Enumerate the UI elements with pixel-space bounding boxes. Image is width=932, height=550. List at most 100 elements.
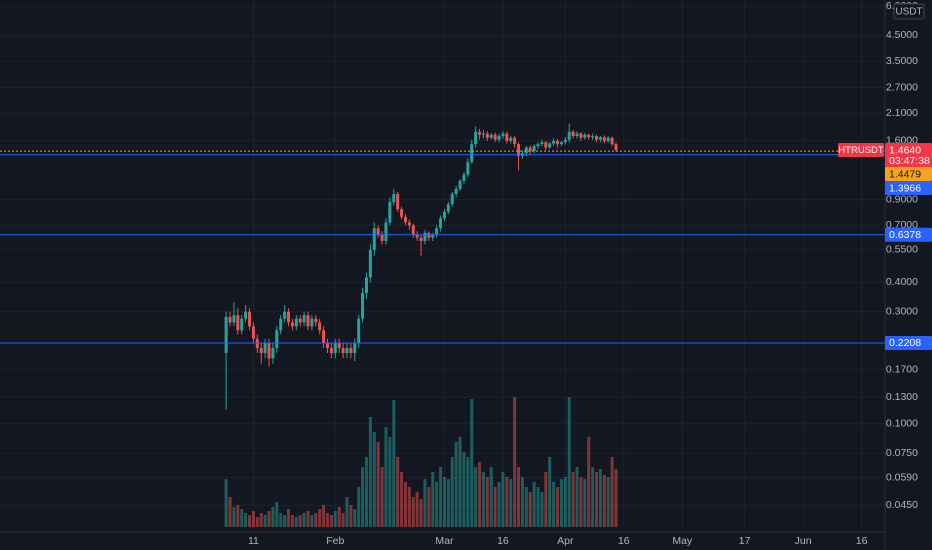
y-tick-label: 0.1300 [886, 391, 918, 403]
x-tick-label: May [672, 535, 693, 547]
volume-bar [290, 515, 294, 527]
candle-body [474, 131, 478, 145]
candle-body [294, 318, 298, 327]
candle-body [298, 318, 302, 323]
volume-bar [294, 517, 298, 527]
y-tick-label: 0.0450 [886, 499, 918, 511]
volume-bar [532, 482, 536, 527]
candle-body [368, 249, 372, 278]
candle-body [384, 222, 388, 241]
candle-body [575, 133, 579, 136]
volume-bar [493, 487, 497, 527]
volume-bar [454, 442, 458, 527]
candle-body [248, 311, 252, 327]
volume-bar [427, 487, 431, 527]
candle-body [450, 194, 454, 205]
candle-body [419, 237, 423, 241]
symbol-box [838, 142, 884, 157]
candle-body [524, 147, 528, 154]
candle-body [493, 134, 497, 140]
volume-bar [509, 479, 513, 527]
y-tick-label: 0.5500 [886, 244, 918, 256]
volume-bar [423, 479, 427, 527]
volume-bar [232, 507, 236, 527]
price-label: 1.4479 [889, 168, 921, 180]
candle-body [392, 194, 396, 202]
y-tick-label: 3.5000 [886, 55, 918, 67]
y-tick-label: 2.1000 [886, 107, 918, 119]
candle-body [364, 277, 368, 294]
axis-layer: 6.00004.50003.50002.70002.10001.60000.90… [248, 0, 918, 547]
volume-bar [571, 472, 575, 527]
candle-body [513, 137, 517, 145]
volume-bar [540, 492, 544, 527]
volume-bar [497, 482, 501, 527]
candle-body [442, 211, 446, 219]
candle-body [579, 133, 583, 138]
volume-bar [614, 469, 618, 527]
volume-bar [505, 477, 509, 527]
volume-bar [435, 482, 439, 527]
price-label-box [885, 180, 932, 195]
volume-bar [481, 472, 485, 527]
candle-body [302, 315, 306, 323]
candle-body [552, 140, 556, 144]
candle-body [251, 326, 255, 339]
volume-bar [450, 457, 454, 527]
volume-bar [368, 417, 372, 527]
candle-body [333, 343, 337, 354]
volume-bar [357, 487, 361, 527]
candle-body [349, 348, 353, 354]
candle-body [435, 228, 439, 235]
candle-body [290, 322, 294, 327]
x-tick-label: Jun [795, 535, 812, 547]
candle-body [403, 216, 407, 223]
volume-bar [536, 487, 540, 527]
volume-bar [431, 472, 435, 527]
candle-body [536, 144, 540, 147]
volume-bar [310, 515, 314, 527]
x-tick-label: 16 [618, 535, 630, 547]
volume-bar [411, 497, 415, 527]
candle-body [380, 234, 384, 241]
volume-bar [439, 467, 443, 527]
candle-body [407, 222, 411, 226]
candle-body [388, 201, 392, 223]
volume-bar [283, 515, 287, 527]
price-line-layer [0, 150, 885, 344]
x-tick-label: 16 [497, 535, 509, 547]
volume-bar [610, 457, 614, 527]
candle-body [244, 311, 248, 319]
volume-bar [563, 477, 567, 527]
volume-bar [361, 467, 365, 527]
candle-body [376, 228, 380, 235]
volume-bar [322, 505, 326, 527]
price-label: 0.6378 [889, 229, 921, 241]
volume-bar [372, 432, 376, 527]
candle-body [481, 133, 485, 135]
price-label-box [885, 335, 932, 350]
candle-body [532, 146, 536, 151]
volume-bar [552, 482, 556, 527]
candle-body [606, 137, 610, 141]
volume-bar [364, 457, 368, 527]
candle-body [478, 131, 482, 135]
candle-body [263, 343, 267, 354]
candle-body [517, 144, 521, 157]
candle-body [587, 134, 591, 138]
volume-bar [244, 513, 248, 527]
candle-body [528, 147, 532, 151]
candle-body [411, 225, 415, 235]
candle-body [548, 143, 552, 148]
volume-bar [442, 477, 446, 527]
candle-body [540, 142, 544, 145]
volume-bar [548, 457, 552, 527]
candle-body [423, 232, 427, 241]
volume-bar [314, 513, 318, 527]
candle-body [357, 318, 361, 344]
volume-bar [567, 397, 571, 527]
candle-body [396, 194, 400, 210]
candle-body [341, 348, 345, 354]
x-tick-label: Mar [435, 535, 454, 547]
